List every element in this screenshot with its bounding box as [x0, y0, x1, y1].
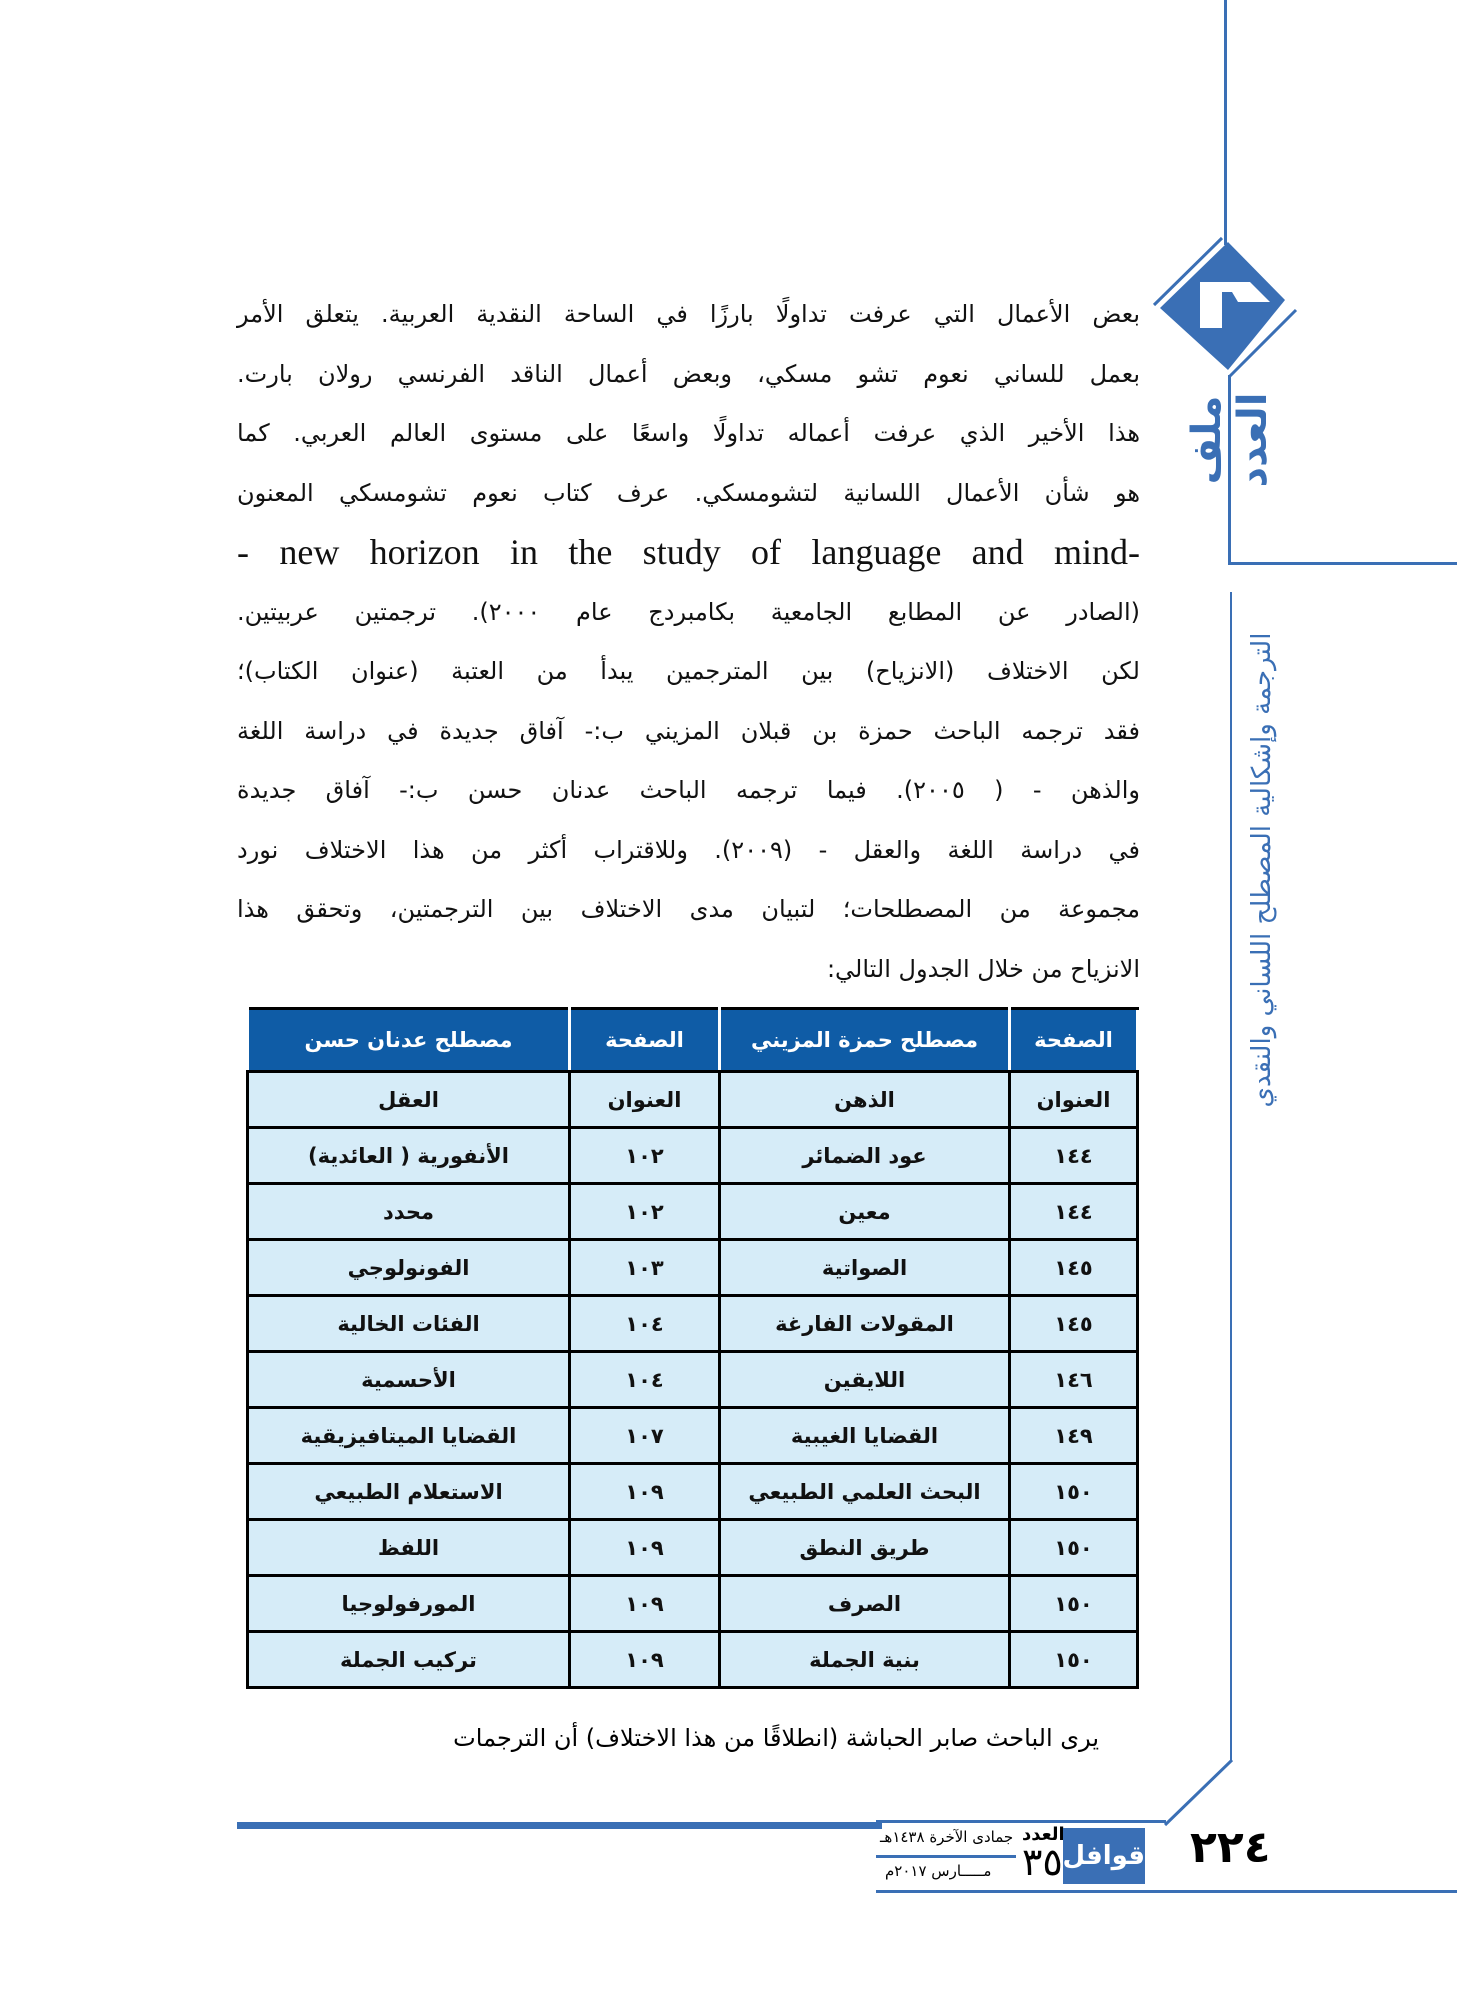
body-line: فقد ترجمه الباحث حمزة بن قبلان المزيني ب…	[237, 716, 1140, 745]
table-cell: ١٥٠	[1008, 1518, 1139, 1577]
table-cell: القضايا الميتافيزيقية	[246, 1406, 571, 1465]
frame-diagonal	[1163, 1760, 1234, 1827]
frame-side-vertical	[1230, 592, 1232, 1762]
table-cell: الفئات الخالية	[246, 1294, 571, 1353]
table-cell: ١٠٢	[568, 1182, 721, 1241]
table-cell: العقل	[246, 1070, 571, 1129]
table-row: العنوان الذهن العنوان العقل	[246, 1070, 1139, 1129]
table-cell: تركيب الجملة	[246, 1630, 571, 1689]
table-cell: ١٤٦	[1008, 1350, 1139, 1409]
table-cell: طريق النطق	[718, 1518, 1011, 1577]
table-cell: الصواتية	[718, 1238, 1011, 1297]
issue-number: ٣٥	[1022, 1840, 1063, 1884]
table-cell: بنية الجملة	[718, 1630, 1011, 1689]
table-cell: الأحسمية	[246, 1350, 571, 1409]
table-cell: ١٠٣	[568, 1238, 721, 1297]
table-cell: اللفظ	[246, 1518, 571, 1577]
section-logo-label: ملف العدد	[1184, 392, 1276, 488]
table-row: ١٤٤ معين ١٠٢ محدد	[246, 1182, 1139, 1241]
table-row: ١٥٠ الصرف ١٠٩ المورفولوجيا	[246, 1574, 1139, 1633]
table-cell: المقولات الفارغة	[718, 1294, 1011, 1353]
body-line: لكن الاختلاف (الانزياح) بين المترجمين يب…	[237, 657, 1140, 685]
hijri-date: جمادى الآخرة ١٤٣٨هـ	[880, 1828, 1014, 1846]
column-header: الصفحة	[1008, 1007, 1139, 1073]
table-cell: المورفولوجيا	[246, 1574, 571, 1633]
column-header: مصطلح عدنان حسن	[246, 1007, 571, 1073]
body-line: في دراسة اللغة والعقل - (٢٠٠٩). وللاقترا…	[237, 835, 1140, 864]
body-line: والذهن - ( ٢٠٠٥). فيما ترجمه الباحث عدنا…	[237, 776, 1140, 804]
frame-logo-vertical	[1228, 375, 1231, 565]
closing-line: يرى الباحث صابر الحباشة (انطلاقًا من هذا…	[453, 1724, 1099, 1752]
table-row: ١٥٠ البحث العلمي الطبيعي ١٠٩ الاستعلام الطب…	[246, 1462, 1139, 1521]
table-header-row: الصفحة مصطلح حمزة المزيني الصفحة مصطلح عدنا…	[246, 1007, 1139, 1073]
table-cell: ١٠٤	[568, 1350, 721, 1409]
table-row: ١٥٠ طريق النطق ١٠٩ اللفظ	[246, 1518, 1139, 1577]
table-cell: ١٤٥	[1008, 1238, 1139, 1297]
frame-logo-horizontal	[1228, 562, 1457, 565]
table-cell: الأنفورية ( العائدية)	[246, 1126, 571, 1185]
vertical-section-title: الترجمة وإشكالية المصطلح اللساني والنقدي	[1247, 632, 1277, 1108]
column-header: مصطلح حمزة المزيني	[718, 1007, 1011, 1073]
table-cell: القضايا الغيبية	[718, 1406, 1011, 1465]
table-cell: البحث العلمي الطبيعي	[718, 1462, 1011, 1521]
table-row: ١٤٩ القضايا الغيبية ١٠٧ القضايا الميتافيزيق…	[246, 1406, 1139, 1465]
table-cell: ١٤٤	[1008, 1182, 1139, 1241]
table-row: ١٤٤ عود الضمائر ١٠٢ الأنفورية ( العائدية)	[246, 1126, 1139, 1185]
table-row: ١٥٠ بنية الجملة ١٠٩ تركيب الجملة	[246, 1630, 1139, 1689]
table-cell: ١٤٥	[1008, 1294, 1139, 1353]
table-cell: معين	[718, 1182, 1011, 1241]
table-cell: ١٠٢	[568, 1126, 721, 1185]
issue-label: العدد	[1022, 1824, 1065, 1845]
terms-comparison-table: الصفحة مصطلح حمزة المزيني الصفحة مصطلح عدنا…	[246, 1007, 1139, 1689]
table-cell: ١٠٩	[568, 1574, 721, 1633]
table-row: ١٤٥ المقولات الفارغة ١٠٤ الفئات الخالية	[246, 1294, 1139, 1353]
body-line: مجموعة من المصطلحات؛ لتبيان مدى الاختلاف…	[237, 895, 1140, 923]
table-cell: ١٠٩	[568, 1518, 721, 1577]
table-cell: ١٠٧	[568, 1406, 721, 1465]
table-cell: ١٠٩	[568, 1462, 721, 1521]
table-row: ١٤٦ اللايقين ١٠٤ الأحسمية	[246, 1350, 1139, 1409]
table-cell: اللايقين	[718, 1350, 1011, 1409]
table-cell: ١٠٤	[568, 1294, 721, 1353]
gregorian-date: مـــــارس ٢٠١٧م	[885, 1862, 992, 1880]
table-cell: ١٤٩	[1008, 1406, 1139, 1465]
table-cell: العنوان	[1008, 1070, 1139, 1129]
table-cell: محدد	[246, 1182, 571, 1241]
body-line: الانزياح من خلال الجدول التالي:	[826, 954, 1140, 983]
footer-rule-bottom	[876, 1890, 1457, 1893]
table-cell: الاستعلام الطبيعي	[246, 1462, 571, 1521]
table-row: ١٤٥ الصواتية ١٠٣ الفونولوجي	[246, 1238, 1139, 1297]
frame-top-vertical	[1224, 0, 1227, 245]
footer-rule-top	[237, 1822, 882, 1829]
body-line-english-title: - new horizon in the study of language a…	[237, 532, 1140, 572]
table-cell: الفونولوجي	[246, 1238, 571, 1297]
magazine-logo: قوافل	[1063, 1828, 1145, 1884]
body-line: هو شأن الأعمال اللسانية لتشومسكي. عرف كت…	[237, 478, 1140, 507]
footer-rule-mid	[876, 1855, 1016, 1858]
body-line: (الصادر عن المطابع الجامعية بكامبردج عام…	[237, 597, 1140, 626]
body-line: هذا الأخير الذي عرفت أعماله تداولًا واسع…	[237, 419, 1140, 447]
article-body: بعض الأعمال التي عرفت تداولًا بارزًا في …	[237, 285, 1140, 999]
table-cell: عود الضمائر	[718, 1126, 1011, 1185]
table-cell: العنوان	[568, 1070, 721, 1129]
body-line: بعض الأعمال التي عرفت تداولًا بارزًا في …	[237, 300, 1140, 328]
section-logo-diamond	[1152, 236, 1298, 378]
table-cell: الصرف	[718, 1574, 1011, 1633]
table-cell: ١٥٠	[1008, 1462, 1139, 1521]
table-cell: ١٠٩	[568, 1630, 721, 1689]
table-cell: ١٥٠	[1008, 1630, 1139, 1689]
magazine-logo-text: قوافل	[1062, 1841, 1145, 1871]
body-line: بعمل للساني نعوم تشو مسكي، وبعض أعمال ال…	[237, 359, 1140, 388]
footer-rule-upper	[876, 1820, 1166, 1823]
column-header: الصفحة	[568, 1007, 721, 1073]
page-number: ٢٢٤	[1190, 1822, 1271, 1873]
table-cell: ١٥٠	[1008, 1574, 1139, 1633]
table-cell: الذهن	[718, 1070, 1011, 1129]
table-cell: ١٤٤	[1008, 1126, 1139, 1185]
